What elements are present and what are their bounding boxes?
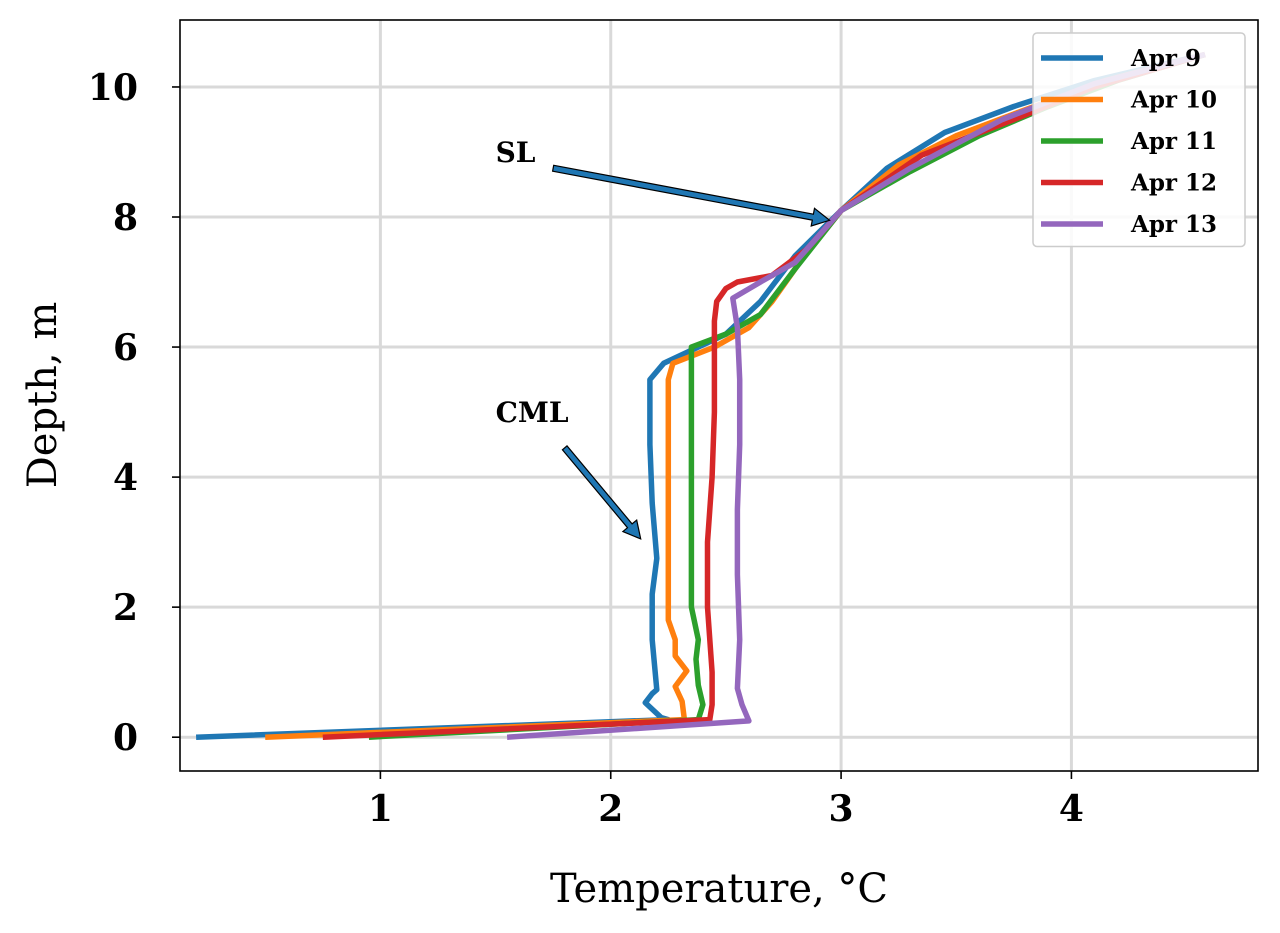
y-tick-label: 2 [113, 587, 138, 629]
annotation-cml-label: CML [496, 396, 569, 429]
legend-label-apr-11: Apr 11 [1130, 128, 1217, 155]
legend-label-apr-9: Apr 9 [1130, 45, 1201, 72]
x-tick-label: 3 [829, 788, 854, 830]
plot-frame [179, 19, 1259, 772]
y-tick-label: 6 [113, 327, 138, 369]
x-tick-label: 4 [1059, 788, 1084, 830]
legend: Apr 9 Apr 10 Apr 11 Apr 12 Apr 13 [1032, 32, 1246, 248]
annotation-sl-arrow [551, 164, 831, 227]
series-line-apr-13 [506, 51, 1206, 740]
annotation-cml-arrow [561, 445, 642, 540]
annotations: CML SL [496, 136, 831, 540]
y-tick-label: 10 [88, 67, 138, 109]
x-tick-label: 1 [368, 788, 393, 830]
y-tick-label: 8 [113, 197, 138, 239]
series-lines [195, 51, 1206, 740]
series-line-apr-12 [322, 51, 1206, 740]
legend-label-apr-12: Apr 12 [1130, 170, 1217, 197]
series-line-apr-9 [195, 51, 1206, 740]
y-tick-label: 0 [113, 717, 138, 759]
series-line-apr-11 [368, 51, 1206, 740]
annotation-sl-label: SL [496, 136, 536, 169]
x-tick-label: 2 [598, 788, 623, 830]
x-axis-label: Temperature, °C [550, 866, 888, 912]
legend-label-apr-10: Apr 10 [1130, 87, 1217, 114]
y-axis-label: Depth, m [20, 302, 66, 489]
legend-box [1032, 32, 1246, 248]
legend-label-apr-13: Apr 13 [1130, 211, 1217, 238]
axis-ticks: 1 2 3 4 0 2 4 6 8 10 [88, 67, 1084, 830]
y-tick-label: 4 [113, 457, 138, 499]
